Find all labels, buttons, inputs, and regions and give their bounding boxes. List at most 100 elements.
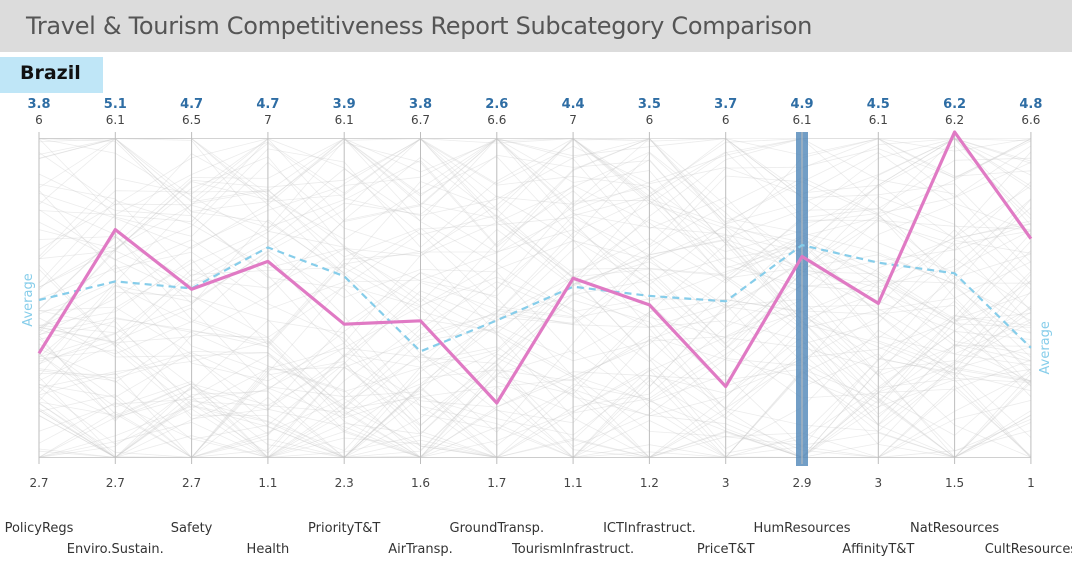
background-country-line [38,154,1032,415]
average-label-left: Average [21,273,36,326]
background-country-line [39,138,1032,458]
axis-min-label: 1.2 [640,476,659,490]
background-country-line [38,239,1031,458]
background-country-line [39,336,1032,458]
axis-min-label: 3 [874,476,882,490]
axis-min-label: 2.9 [792,476,811,490]
axis-min-label: 1.1 [258,476,277,490]
axis-max-label: 6 [35,113,43,127]
average-line[interactable] [38,243,1032,353]
axis-max-label: 7 [569,113,577,127]
axis-country-value: 6.2 [943,97,966,112]
background-country-line [39,366,1031,458]
axis-country-value: 4.8 [1019,97,1042,112]
background-country-line [38,138,1032,239]
background-country-line [38,138,1032,226]
axis-name-label[interactable]: PriorityT&T [308,521,380,536]
background-country-line [38,138,1032,458]
background-country-line [38,326,1032,458]
background-country-line [38,372,1032,458]
background-country-line [38,291,1031,458]
background-country-line [38,138,1032,288]
background-country-line [39,138,1032,202]
axis-name-label[interactable]: ICTInfrastruct. [603,521,696,536]
axis-name-label[interactable]: CultResources [985,542,1072,557]
background-country-line [38,321,1032,458]
axis-country-value: 2.6 [485,97,508,112]
background-country-line [38,229,1032,458]
background-country-line [38,190,1032,374]
axis-name-label[interactable]: AirTransp. [388,542,453,557]
axis-name-label[interactable]: Health [247,542,290,557]
background-country-line [39,138,1032,324]
background-country-line [38,281,1031,458]
selected-country-badge[interactable]: Brazil [0,57,103,93]
axis-min-label: 2.3 [335,476,354,490]
background-country-line [39,175,1032,458]
background-country-line [38,138,1032,458]
background-country-line [38,283,1032,458]
background-country-line [38,217,1032,458]
background-country-line [38,138,1032,250]
background-country-line [38,317,1031,458]
background-country-line [38,138,1032,399]
selected-country-label: Brazil [20,62,81,84]
background-country-line [38,138,1032,278]
background-country-line [38,138,1032,279]
selected-country-line[interactable] [37,130,1033,405]
axis-min-label: 3 [722,476,730,490]
background-country-line [38,138,1032,458]
axis-min-label: 1 [1027,476,1035,490]
axis-name-label[interactable]: GroundTransp. [450,521,545,536]
axis-max-label: 6.7 [411,113,430,127]
background-country-line [38,239,1031,458]
axis-country-value: 5.1 [104,97,127,112]
background-country-line [38,190,1032,458]
background-country-line [38,384,1031,458]
background-country-line [38,195,1032,398]
axis-max-label: 6.5 [182,113,201,127]
background-country-line [38,138,1032,310]
background-country-line [38,351,1032,458]
background-country-line [39,138,1032,321]
background-country-line [38,240,1032,458]
background-country-line [38,138,1031,287]
axis-country-value: 3.7 [714,97,737,112]
background-country-line [38,138,1032,377]
axis-name-label[interactable]: PriceT&T [697,542,755,557]
background-country-line [38,138,1031,458]
axis-country-value: 4.7 [180,97,203,112]
background-country-line [38,258,1032,458]
background-country-line [38,306,1031,458]
background-country-line [38,138,1032,387]
axis-name-label[interactable]: Enviro.Sustain. [67,542,164,557]
axis-name-label[interactable]: AffinityT&T [842,542,914,557]
background-country-line [38,173,1032,458]
background-country-line [38,219,1031,432]
axis-country-value: 3.8 [409,97,432,112]
background-country-line [39,369,1032,458]
axis-name-label[interactable]: TourismInfrastruct. [511,542,634,557]
background-country-line [38,138,1032,458]
background-country-line [38,320,1032,458]
axis-max-label: 6.1 [335,113,354,127]
background-country-line [39,281,1031,458]
background-country-line [38,204,1032,438]
axis-name-label[interactable]: HumResources [753,521,850,536]
background-country-line [38,221,1032,435]
axis-name-label[interactable]: NatResources [910,521,999,536]
background-country-line [38,317,1031,458]
axis-max-label: 6 [722,113,730,127]
background-country-line [38,305,1032,419]
background-country-line [38,281,1031,420]
axis-min-label: 1.6 [411,476,430,490]
axis-max-label: 6.1 [792,113,811,127]
background-country-line [38,138,1032,362]
background-country-line [38,303,1032,458]
average-label-right: Average [1038,321,1053,374]
axis-name-label[interactable]: Safety [171,521,213,536]
background-country-line [38,222,1032,450]
axis-name-label[interactable]: PolicyRegs [5,521,74,536]
axis-min-label: 2.7 [29,476,48,490]
